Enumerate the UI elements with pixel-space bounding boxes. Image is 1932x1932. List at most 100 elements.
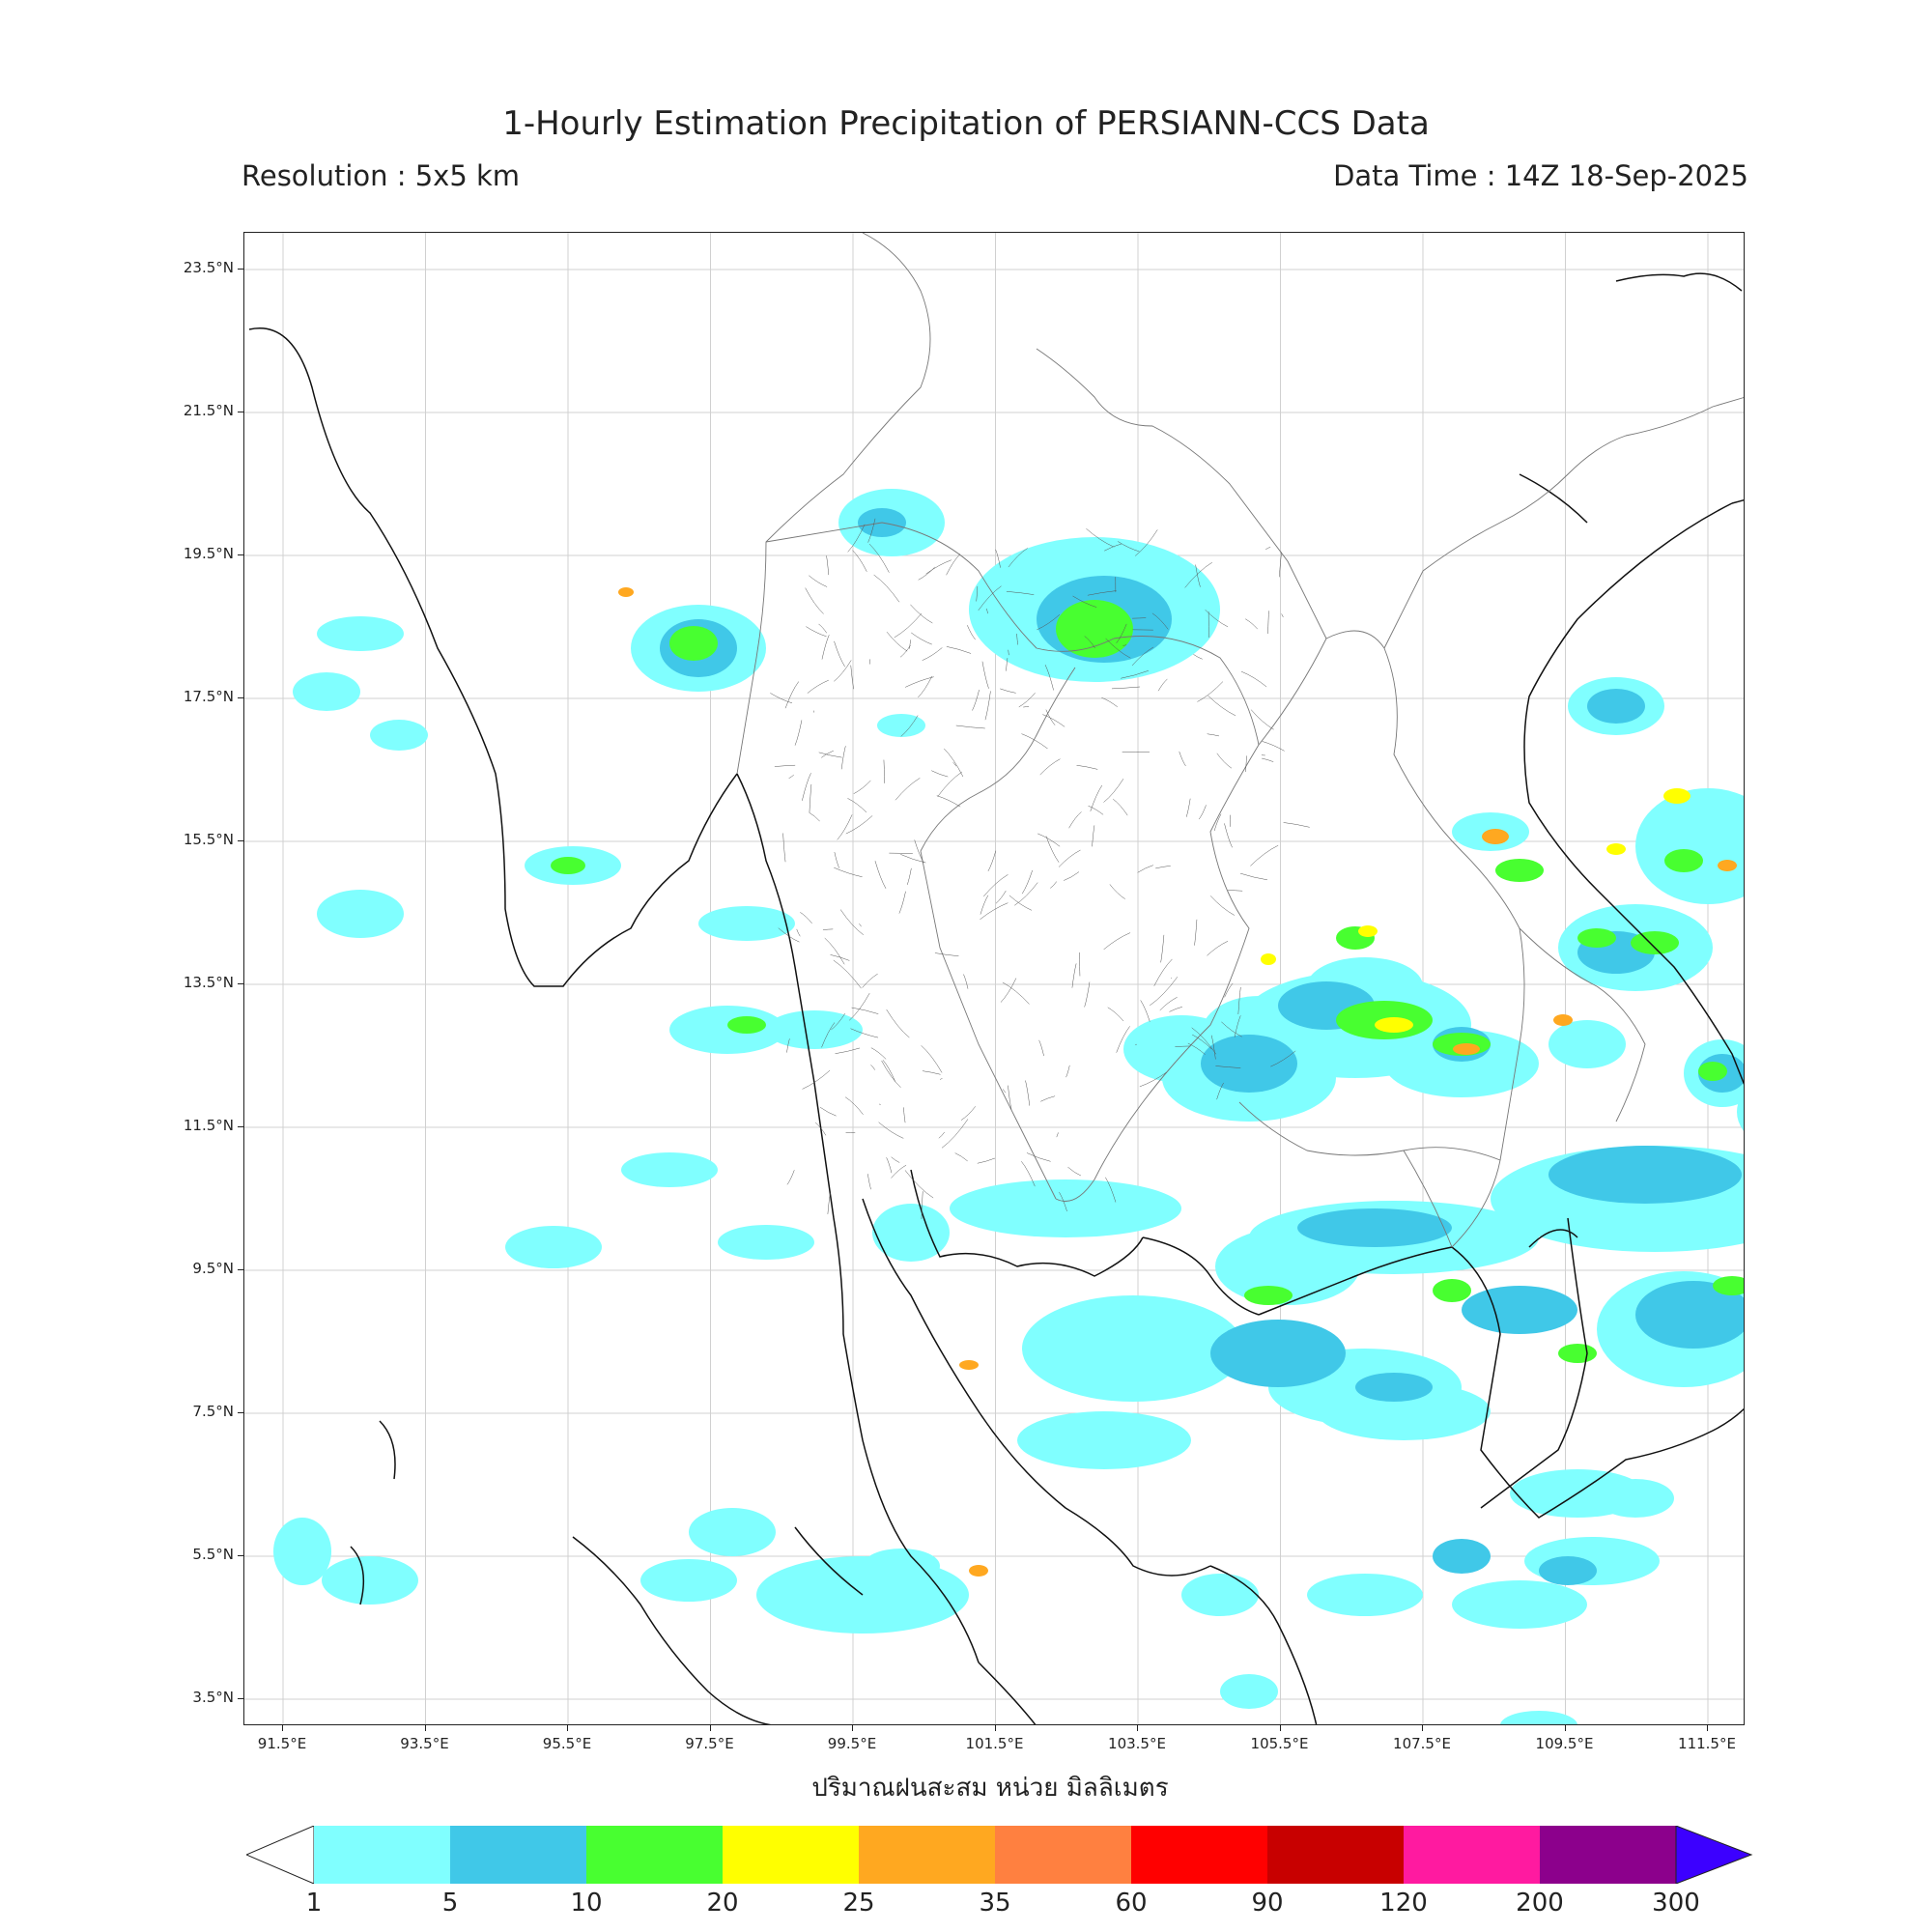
province-border	[1195, 564, 1201, 587]
province-border	[918, 675, 933, 698]
province-border	[1224, 982, 1234, 998]
province-border	[1008, 1085, 1012, 1110]
coastlines	[248, 272, 1744, 1724]
province-border	[809, 783, 812, 813]
province-border	[1037, 833, 1061, 847]
province-border	[844, 1096, 864, 1115]
province-border	[800, 912, 812, 924]
province-border	[818, 623, 827, 634]
province-border	[1185, 798, 1191, 817]
province-border	[1153, 958, 1173, 986]
province-border	[899, 644, 911, 658]
resolution-label: Resolution : 5x5 km	[242, 159, 521, 192]
lon-tick-label: 99.5°E	[827, 1735, 877, 1752]
province-border	[1245, 618, 1258, 630]
colorbar-tick-label: 300	[1652, 1889, 1700, 1918]
province-border	[1239, 872, 1267, 881]
province-border	[1113, 798, 1128, 816]
lon-tick-label: 93.5°E	[400, 1735, 449, 1752]
lon-tick	[852, 1725, 853, 1731]
province-border	[986, 608, 988, 614]
province-border	[1209, 895, 1236, 916]
province-border	[900, 715, 919, 737]
province-border	[1059, 1192, 1067, 1212]
province-border	[868, 543, 890, 573]
province-border	[1250, 709, 1274, 730]
province-border	[786, 1038, 790, 1053]
province-border	[774, 764, 796, 767]
province-border	[1228, 889, 1243, 892]
province-border	[1191, 1027, 1217, 1055]
province-border	[1193, 654, 1203, 660]
colorbar-segment	[314, 1826, 450, 1884]
lon-tick-label: 111.5°E	[1678, 1735, 1736, 1752]
province-border	[1281, 613, 1284, 618]
lon-tick-label: 107.5°E	[1393, 1735, 1451, 1752]
province-border	[1021, 869, 1033, 895]
province-border	[788, 774, 794, 779]
province-border	[1088, 805, 1104, 815]
province-border	[895, 778, 921, 801]
province-border	[1135, 1043, 1137, 1045]
province-border	[1111, 686, 1141, 690]
province-border	[1018, 693, 1036, 708]
province-border	[894, 612, 923, 639]
province-border	[834, 640, 845, 668]
province-border	[904, 1170, 934, 1199]
lat-tick	[238, 1126, 243, 1127]
province-border	[1045, 709, 1056, 725]
colorbar-tick-label: 10	[570, 1889, 603, 1918]
province-border	[955, 724, 985, 729]
colorbar-tick-label: 25	[842, 1889, 875, 1918]
province-border	[802, 773, 811, 801]
province-border	[1023, 706, 1030, 708]
colorbar-segment	[995, 1826, 1131, 1884]
province-border	[834, 660, 852, 682]
province-border	[1134, 529, 1158, 556]
province-border	[1151, 612, 1169, 630]
province-border	[898, 891, 906, 914]
lon-tick-label: 97.5°E	[685, 1735, 734, 1752]
province-border	[980, 902, 1009, 921]
province-border	[862, 973, 878, 988]
province-border	[818, 752, 842, 758]
province-border	[937, 771, 963, 797]
province-border	[1234, 1015, 1241, 1037]
province-border	[1216, 1082, 1224, 1100]
province-border	[1105, 638, 1131, 659]
lat-tick	[238, 269, 243, 270]
province-border	[1179, 751, 1186, 767]
province-border	[847, 798, 867, 813]
province-border	[1265, 547, 1271, 550]
province-border	[1045, 836, 1060, 863]
province-border	[1283, 822, 1310, 828]
province-border	[1038, 1039, 1044, 1057]
province-border	[914, 839, 924, 864]
lon-tick	[282, 1725, 283, 1731]
province-border	[851, 1007, 879, 1014]
province-border	[1155, 866, 1171, 869]
province-border	[834, 852, 839, 868]
province-border	[806, 626, 827, 638]
colorbar-tick-label: 20	[706, 1889, 739, 1918]
province-border	[845, 815, 873, 835]
lat-tick-label: 9.5°N	[192, 1260, 234, 1277]
province-border	[1121, 670, 1150, 679]
province-border	[925, 559, 952, 575]
province-border	[849, 992, 870, 1021]
province-border	[1103, 779, 1124, 803]
province-border	[987, 850, 997, 871]
colorbar-segment	[1267, 1826, 1404, 1884]
province-border	[952, 762, 957, 767]
province-border	[978, 585, 1002, 611]
province-border	[946, 646, 972, 654]
province-border	[946, 554, 961, 576]
province-border	[995, 890, 1007, 904]
province-border	[1025, 1080, 1031, 1106]
lat-tick	[238, 1555, 243, 1556]
province-border	[1079, 952, 1081, 977]
province-border	[1237, 986, 1241, 1015]
colorbar-segment	[586, 1826, 723, 1884]
province-border	[980, 895, 989, 915]
lat-tick-label: 5.5°N	[192, 1546, 234, 1563]
